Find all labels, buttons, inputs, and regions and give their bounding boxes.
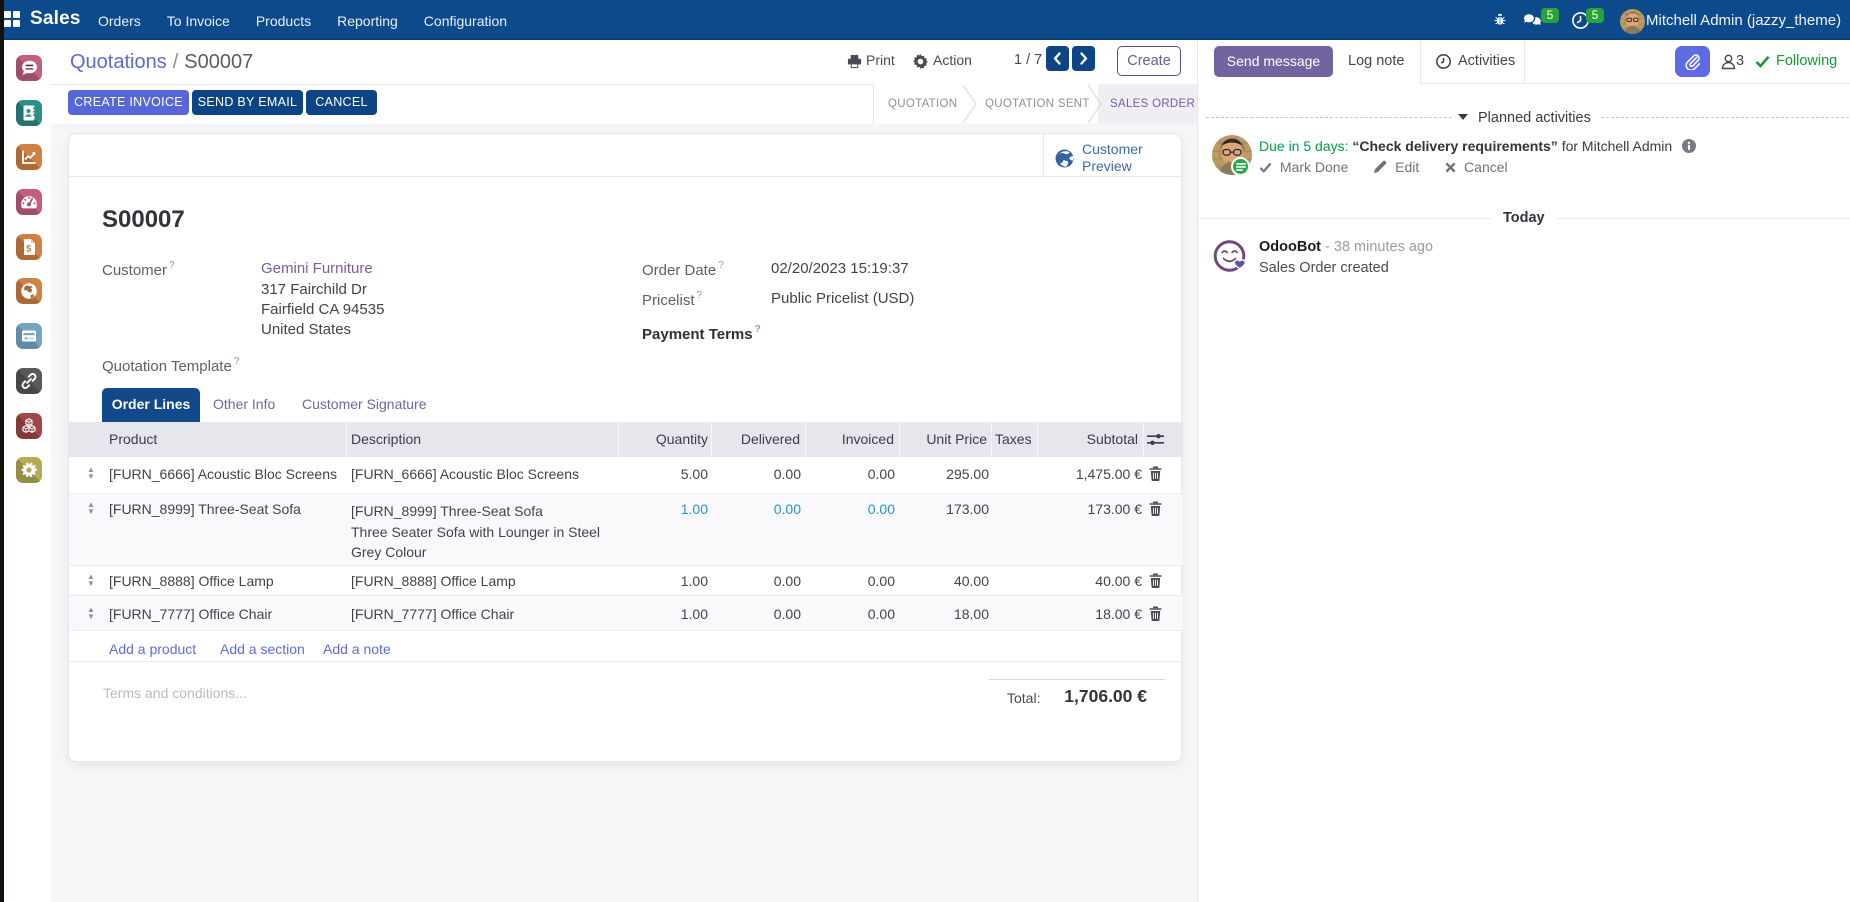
svg-text:$: $	[26, 244, 31, 254]
